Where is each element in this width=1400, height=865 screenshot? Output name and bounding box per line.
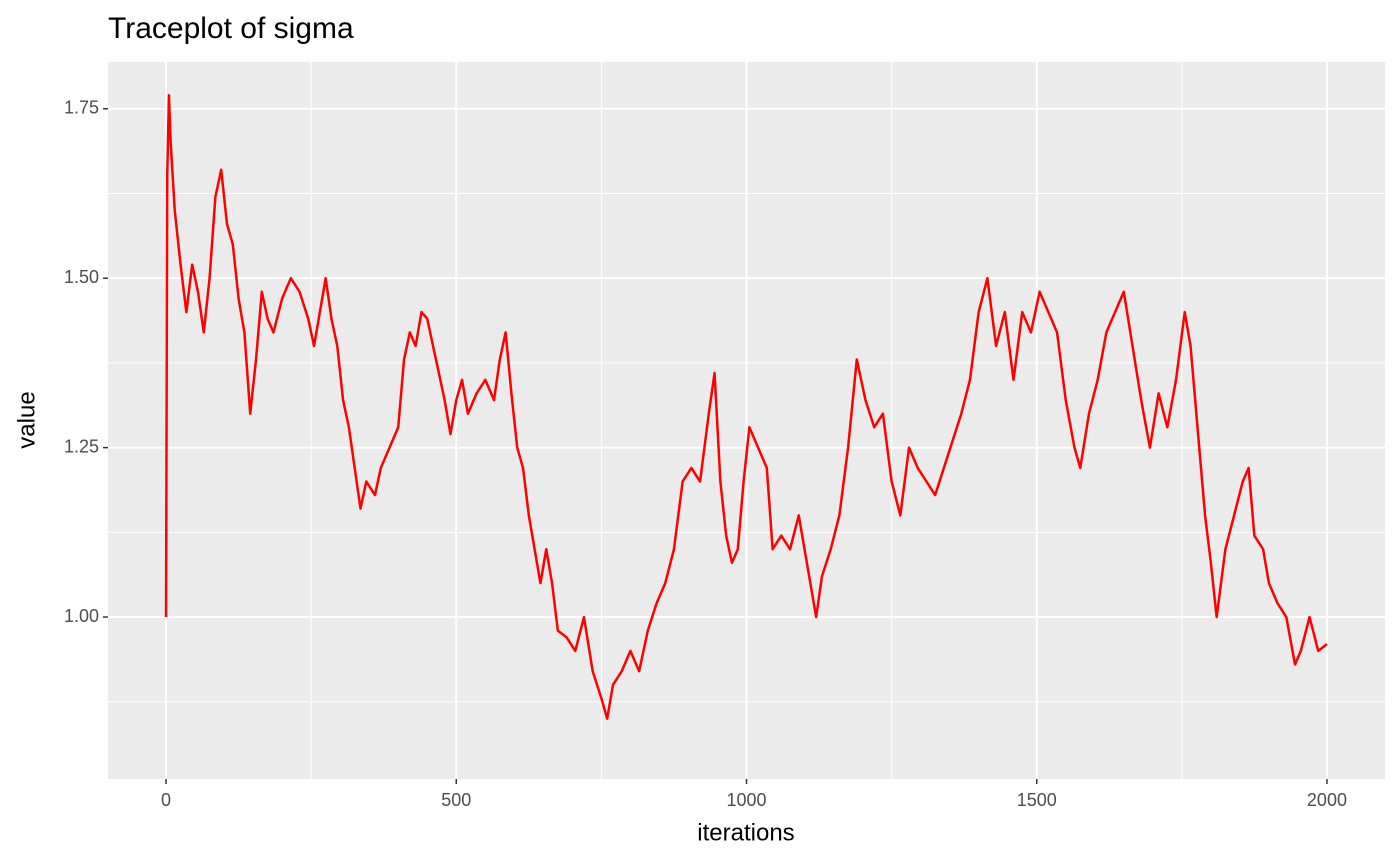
chart-title: Traceplot of sigma (108, 12, 354, 45)
x-tick-label: 2000 (1307, 790, 1347, 810)
y-tick-label: 1.75 (64, 98, 99, 118)
y-tick-label: 1.50 (64, 267, 99, 287)
x-tick-label: 1500 (1017, 790, 1057, 810)
y-axis-label: value (13, 391, 40, 448)
x-tick-label: 0 (161, 790, 171, 810)
y-tick-label: 1.00 (64, 606, 99, 626)
x-tick-label: 1000 (726, 790, 766, 810)
y-tick-label: 1.25 (64, 436, 99, 456)
series-line (164, 93, 1328, 720)
x-tick-label: 500 (441, 790, 471, 810)
x-axis-label: iterations (697, 819, 794, 846)
